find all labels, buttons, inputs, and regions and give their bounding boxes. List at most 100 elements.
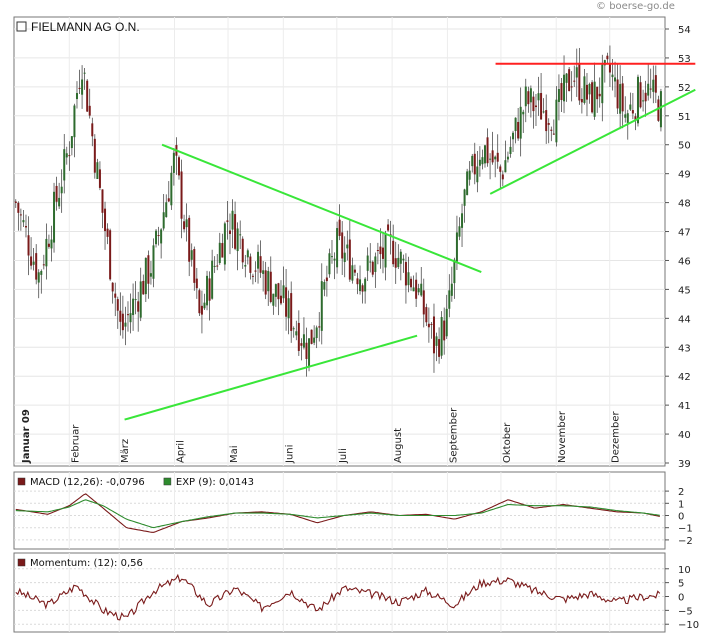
y-tick-label: 44 (678, 314, 691, 325)
y-tick-label: 50 (678, 141, 691, 152)
legend-entry: MACD (12,26): -0,0796 (30, 477, 145, 488)
candle-body (109, 230, 112, 280)
candle-body (254, 270, 257, 272)
candle-body (427, 323, 430, 328)
candle-body (45, 238, 48, 267)
candle-body (659, 91, 662, 128)
candle-body (450, 283, 453, 296)
candle-body (542, 111, 545, 113)
candle-body (639, 82, 642, 108)
x-tick-label: Mai (229, 445, 240, 463)
candle-body (325, 277, 328, 282)
candle-body (422, 290, 425, 315)
candle-body (42, 264, 45, 266)
candle-body (397, 257, 400, 268)
candle-body (333, 258, 336, 261)
candle-body (24, 226, 27, 228)
candle-body (532, 96, 535, 112)
candle-body (461, 213, 464, 228)
candle-body (93, 138, 96, 173)
candle-body (167, 198, 170, 202)
candle-body (496, 152, 499, 162)
candle-body (35, 253, 38, 280)
candle-body (578, 63, 581, 101)
y-tick-label: 10 (678, 565, 691, 576)
candle-body (514, 117, 517, 131)
candle-body (338, 219, 341, 236)
candle-body (649, 88, 652, 90)
candle-body (129, 313, 132, 323)
x-tick-label: August (393, 428, 404, 463)
candle-body (565, 73, 568, 83)
candle-body (119, 310, 122, 322)
candle-body (183, 221, 186, 230)
candle-body (506, 156, 509, 160)
candle-body (351, 265, 354, 281)
candle-body (466, 171, 469, 196)
candle-body (297, 322, 300, 351)
x-tick-label: April (176, 440, 187, 463)
candle-body (593, 81, 596, 117)
candle-body (200, 305, 203, 315)
candle-body (101, 189, 104, 213)
x-tick-label: Juni (284, 445, 295, 464)
candle-body (68, 155, 71, 157)
y-tick-label: 0 (678, 512, 684, 523)
y-tick-label: 39 (678, 459, 691, 470)
candle-body (606, 55, 609, 60)
candle-body (657, 99, 660, 121)
candle-body (274, 284, 277, 297)
candle-body (320, 281, 323, 331)
candle-body (211, 260, 214, 299)
candle-body (287, 298, 290, 319)
y-tick-label: 0 (678, 593, 684, 604)
candle-body (476, 166, 479, 183)
candle-body (379, 246, 382, 255)
candle-body (165, 202, 168, 218)
candle-body (568, 69, 571, 92)
candle-body (440, 317, 443, 356)
candle-body (619, 84, 622, 114)
candle-body (369, 261, 372, 263)
candle-body (53, 191, 56, 243)
watermark-text: boerse-go.de (609, 1, 675, 12)
candle-body (295, 331, 298, 336)
candle-body (346, 244, 349, 249)
candle-body (399, 251, 402, 264)
candle-body (78, 87, 81, 89)
candle-body (111, 282, 114, 292)
candle-body (249, 256, 252, 273)
y-tick-label: 41 (678, 401, 691, 412)
candle-body (473, 153, 476, 175)
candle-body (98, 169, 101, 188)
candle-body (330, 256, 333, 258)
candle-body (241, 238, 244, 263)
series-line (15, 573, 661, 621)
candle-body (88, 105, 91, 116)
candle-body (65, 153, 68, 158)
candle-body (545, 110, 548, 132)
candle-body (494, 156, 497, 160)
y-tick-label: 45 (678, 285, 691, 296)
candle-body (14, 201, 17, 203)
candle-body (443, 320, 446, 341)
candle-body (501, 174, 504, 180)
candle-body (366, 255, 369, 271)
candle-body (402, 258, 405, 261)
candle-body (453, 259, 456, 284)
candle-body (445, 308, 448, 337)
candle-body (142, 280, 145, 295)
candle-body (47, 243, 50, 247)
candle-body (529, 88, 532, 103)
candle-body (417, 288, 420, 293)
candle-body (376, 250, 379, 252)
candle-body (557, 89, 560, 102)
candle-body (522, 111, 525, 115)
candle-body (213, 265, 216, 267)
x-tick-label: Oktober (502, 422, 513, 463)
candle-body (180, 171, 183, 219)
candle-body (195, 278, 198, 289)
candle-body (177, 157, 180, 176)
candle-body (596, 86, 599, 100)
candle-body (644, 92, 647, 102)
